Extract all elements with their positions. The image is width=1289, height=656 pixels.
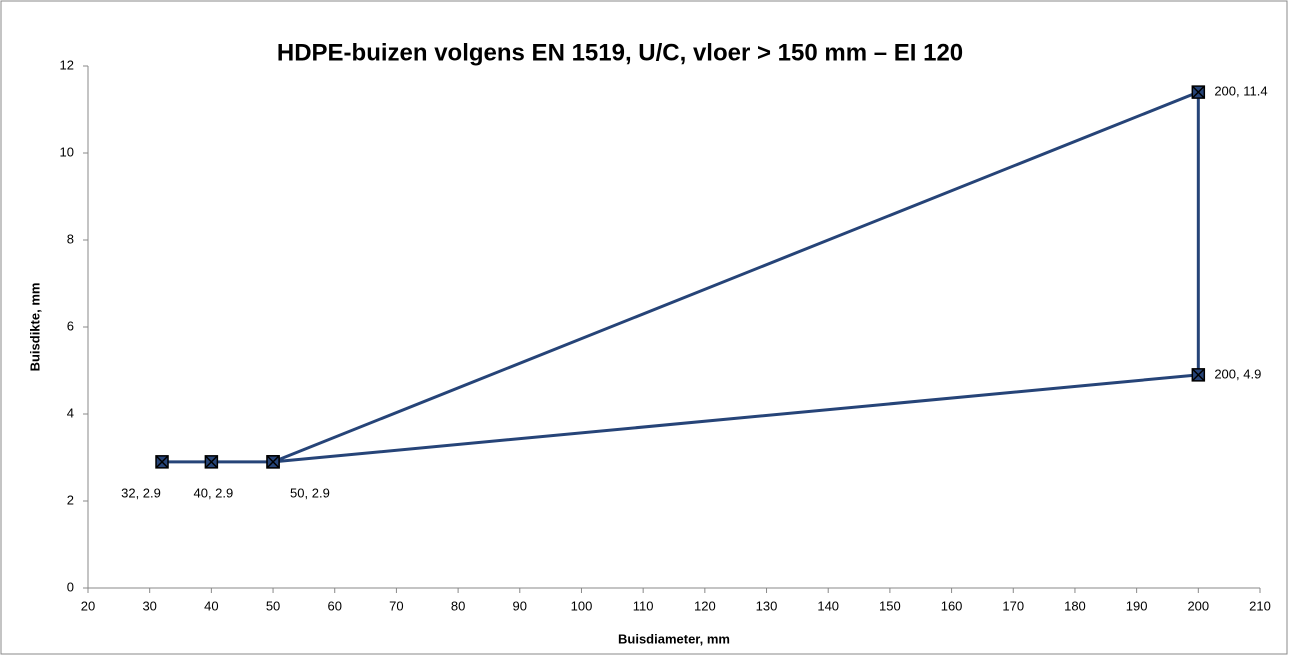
marker [1191, 85, 1206, 99]
marker-part [1191, 368, 1205, 382]
data-label: 200, 11.4 [1214, 84, 1267, 99]
x-axis-label: Buisdiameter, mm [618, 631, 730, 646]
marker [155, 455, 169, 469]
marker-part [155, 455, 169, 469]
x-tick-label: 120 [694, 598, 716, 613]
marker [266, 455, 280, 469]
y-tick-label: 10 [60, 144, 74, 159]
x-tick-label: 160 [941, 598, 963, 613]
y-axis-label: Buisdikte, mm [27, 283, 42, 372]
x-tick-label: 150 [879, 598, 901, 613]
marker-part [204, 455, 218, 469]
marker-part [1191, 85, 1205, 99]
marker-part [266, 455, 280, 469]
x-tick-label: 90 [513, 598, 527, 613]
x-tick-label: 180 [1064, 598, 1086, 613]
marker [204, 455, 219, 469]
x-tick-label: 140 [817, 598, 839, 613]
x-tick-label: 100 [571, 598, 593, 613]
y-tick-label: 4 [67, 405, 74, 420]
series-line [162, 89, 1200, 464]
marker [1191, 368, 1206, 382]
y-tick-label: 6 [67, 318, 74, 333]
data-label: 200, 4.9 [1214, 366, 1261, 381]
data-label: 40, 2.9 [193, 485, 233, 500]
x-tick-label: 50 [266, 598, 280, 613]
x-tick-label: 130 [756, 598, 778, 613]
x-tick-label: 190 [1126, 598, 1148, 613]
x-tick-label: 170 [1002, 598, 1024, 613]
chart-title: HDPE-buizen volgens EN 1519, U/C, vloer … [277, 39, 963, 66]
x-tick-label: 60 [328, 598, 342, 613]
x-tick-label: 40 [204, 598, 218, 613]
y-tick-label: 12 [60, 57, 74, 72]
x-tick-label: 110 [633, 598, 654, 613]
data-label: 50, 2.9 [290, 485, 330, 500]
x-tick-label: 80 [451, 598, 465, 613]
x-tick-label: 200 [1187, 598, 1209, 613]
x-tick-label: 70 [389, 598, 403, 613]
x-tick-label: 210 [1249, 598, 1271, 613]
data-label: 32, 2.9 [121, 485, 161, 500]
y-tick-label: 8 [67, 231, 74, 246]
x-tick-label: 20 [81, 598, 95, 613]
x-tick-label: 30 [142, 598, 156, 613]
y-tick-label: 0 [67, 579, 74, 594]
y-tick-label: 2 [67, 492, 74, 507]
